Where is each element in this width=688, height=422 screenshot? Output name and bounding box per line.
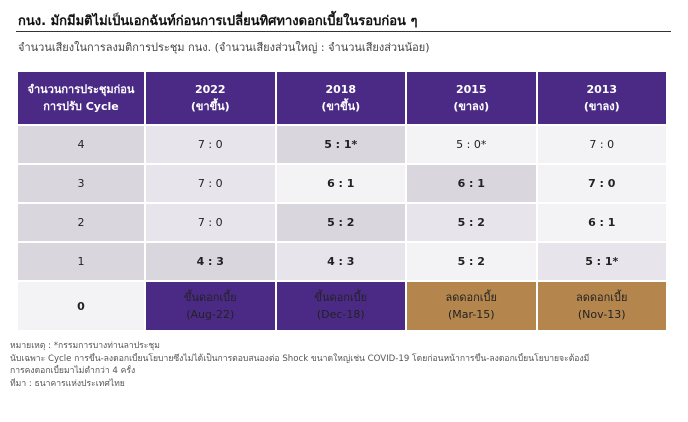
column-note: (ขาขึ้น) [190,100,230,113]
rate-action-label: ลดดอกเบี้ย [576,291,628,304]
rate-cut-cell: ลดดอกเบี้ย (Mar-15) [407,282,536,330]
column-year: 2022 [194,83,226,96]
vote-cell: 6 : 1 [537,204,666,241]
vote-cell: 5 : 2 [407,243,536,280]
rate-action-label: ขึ้นดอกเบี้ย [314,291,368,304]
vote-cell: 5 : 0* [407,126,536,163]
vote-cell: 7 : 0 [146,126,275,163]
vote-cell: 6 : 1 [407,165,536,202]
footnote-remark: หมายเหตุ : *กรรมการบางท่านลาประชุม [10,341,160,351]
footnote-cycle-definition-cont: การคงดอกเบี้ยมาไม่ต่ำกว่า 4 ครั้ง [10,366,136,376]
vote-cell: 5 : 1* [276,126,405,163]
rate-hike-cell: ขึ้นดอกเบี้ย (Dec-18) [276,282,405,330]
corner-header: จำนวนการประชุมก่อน การปรับ Cycle [18,72,144,124]
table-row: 1 4 : 3 4 : 3 5 : 2 5 : 1* [18,243,666,280]
rate-action-label: ขึ้นดอกเบี้ย [183,291,237,304]
vote-cell: 5 : 1* [537,243,666,280]
row-label: 3 [18,165,144,202]
corner-header-line1: จำนวนการประชุมก่อน [27,83,135,96]
column-note: (ขาลง) [453,100,490,113]
rate-hike-cell: ขึ้นดอกเบี้ย (Aug-22) [146,282,275,330]
vote-cell: 5 : 2 [276,204,405,241]
column-year: 2013 [586,83,618,96]
column-header-2015: 2015 (ขาลง) [407,72,536,124]
footnote-source: ที่มา : ธนาคารแห่งประเทศไทย [10,378,125,389]
column-year: 2015 [455,83,487,96]
rate-action-label: ลดดอกเบี้ย [445,291,497,304]
table-row: 2 7 : 0 5 : 2 5 : 2 6 : 1 [18,204,666,241]
vote-cell: 5 : 2 [407,204,536,241]
vote-cell: 4 : 3 [146,243,275,280]
table-row: 3 7 : 0 6 : 1 6 : 1 7 : 0 [18,165,666,202]
table-row: 4 7 : 0 5 : 1* 5 : 0* 7 : 0 [18,126,666,163]
column-note: (ขาลง) [583,100,620,113]
title-divider [16,31,671,32]
column-year: 2018 [325,83,357,96]
column-header-2013: 2013 (ขาลง) [537,72,666,124]
vote-cell: 4 : 3 [276,243,405,280]
rate-action-date: (Aug-22) [186,308,235,321]
rate-cut-cell: ลดดอกเบี้ย (Nov-13) [537,282,666,330]
row-label: 2 [18,204,144,241]
rate-action-date: (Mar-15) [447,308,495,321]
vote-cell: 7 : 0 [146,204,275,241]
vote-table: จำนวนการประชุมก่อน การปรับ Cycle 2022 (ข… [16,70,668,332]
row-label: 0 [18,282,144,330]
footnotes: หมายเหตุ : *กรรมการบางท่านลาประชุม นับเฉ… [10,340,680,390]
vote-cell: 7 : 0 [146,165,275,202]
page-subtitle: จำนวนเสียงในการลงมติการประชุม กนง. (จำนว… [18,41,430,54]
table-row-policy-change: 0 ขึ้นดอกเบี้ย (Aug-22) ขึ้นดอกเบี้ย (De… [18,282,666,330]
vote-cell: 6 : 1 [276,165,405,202]
row-label: 1 [18,243,144,280]
vote-cell: 7 : 0 [537,126,666,163]
vote-cell: 7 : 0 [537,165,666,202]
corner-header-line2: การปรับ Cycle [43,100,119,113]
column-note: (ขาขึ้น) [321,100,361,113]
page-title: กนง. มักมีมติไม่เป็นเอกฉันท์ก่อนการเปลี่… [18,14,418,29]
column-header-2022: 2022 (ขาขึ้น) [146,72,275,124]
row-label: 4 [18,126,144,163]
table-header-row: จำนวนการประชุมก่อน การปรับ Cycle 2022 (ข… [18,72,666,124]
rate-action-date: (Nov-13) [577,308,626,321]
footnote-cycle-definition: นับเฉพาะ Cycle การขึ้น-ลงดอกเบี้ยนโยบายซ… [10,353,590,364]
column-header-2018: 2018 (ขาขึ้น) [276,72,405,124]
rate-action-date: (Dec-18) [316,308,365,321]
